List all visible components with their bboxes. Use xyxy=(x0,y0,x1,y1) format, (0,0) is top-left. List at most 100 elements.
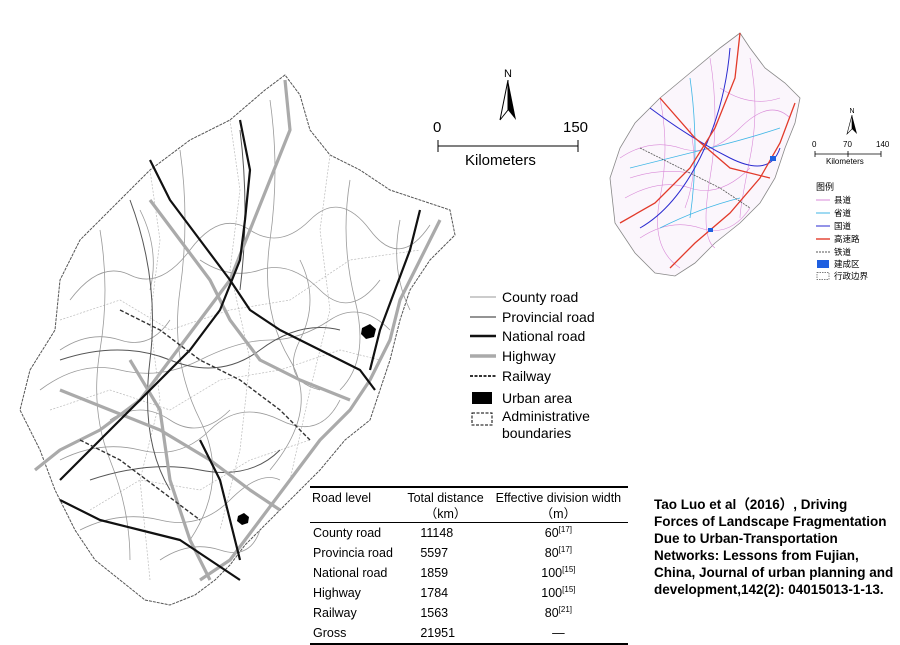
cell-road-level: Gross xyxy=(310,623,403,645)
cell-distance: 1784 xyxy=(420,586,449,600)
inset-province-boundary xyxy=(609,32,801,277)
inset-scale-unit: Kilometers xyxy=(826,157,864,166)
north-label: N xyxy=(504,68,512,80)
inset-legend-label: 建成区 xyxy=(834,259,860,269)
inset-legend-title: 图例 xyxy=(816,182,835,192)
inset-legend-label: 高速路 xyxy=(834,234,860,244)
inset-north-label: N xyxy=(849,108,855,115)
inset-legend-provincial: 省道 xyxy=(816,207,851,219)
cell-width: 80[17] xyxy=(489,543,628,563)
inset-urban-xiamen xyxy=(708,228,713,232)
table-header-unit-row: （km） （m） xyxy=(310,506,628,523)
inset-legend-label: 省道 xyxy=(834,208,852,218)
cell-width: — xyxy=(488,623,628,645)
header-total-distance: Total distance xyxy=(402,486,489,506)
inset-legend-national: 国道 xyxy=(816,220,851,232)
scale-bar xyxy=(437,140,579,152)
provincial-road-symbol xyxy=(470,310,496,324)
width-value: 60 xyxy=(544,526,559,541)
cell-width: 100[15] xyxy=(489,583,628,603)
inset-legend-highway: 高速路 xyxy=(816,233,860,245)
inset-admin-symbol xyxy=(816,272,830,280)
reference-mark: [15] xyxy=(562,585,576,595)
inset-legend-urban: 建成区 xyxy=(816,258,860,270)
header-road-level-unit xyxy=(310,506,403,523)
legend-railway: Railway xyxy=(470,365,551,387)
legend-label: National road xyxy=(502,328,586,344)
legend-admin-boundaries: Administrative boundaries xyxy=(470,408,590,444)
width-value: — xyxy=(552,626,565,641)
inset-county-road-symbol xyxy=(816,196,830,204)
cell-distance: 1563 xyxy=(420,606,449,620)
legend-highway: Highway xyxy=(470,345,556,367)
inset-highway-symbol xyxy=(816,235,830,243)
legend-national-road: National road xyxy=(470,325,585,347)
header-road-level: Road level xyxy=(310,486,403,506)
inset-scale-max: 140 xyxy=(876,140,890,149)
width-value: 100 xyxy=(541,566,563,581)
admin-boundary-symbol xyxy=(470,412,496,426)
legend-label: Urban area xyxy=(502,390,573,406)
cell-road-level: Provincia road xyxy=(313,546,393,560)
header-effective-width: Effective division width xyxy=(488,486,628,506)
citation-text: Tao Luo et al（2016）, Driving Forces of L… xyxy=(654,497,894,597)
cell-width: 60[17] xyxy=(489,523,628,544)
railway-symbol xyxy=(470,369,496,383)
scale-unit: Kilometers xyxy=(465,152,536,169)
inset-legend-label: 铁道 xyxy=(834,247,852,257)
cell-road-level: County road xyxy=(313,526,382,540)
table-row: Railway 1563 80[21] xyxy=(310,603,628,623)
inset-urban-symbol xyxy=(816,260,830,268)
legend-provincial-road: Provincial road xyxy=(470,306,595,328)
inset-legend-county: 县道 xyxy=(816,194,851,206)
inset-scale-mid: 70 xyxy=(843,140,852,149)
table-row: National road 1859 100[15] xyxy=(310,563,628,583)
inset-road-map xyxy=(609,32,801,277)
table-row: Gross 21951 — xyxy=(310,623,628,645)
cell-distance: 1859 xyxy=(420,566,449,580)
province-boundary xyxy=(19,74,456,606)
national-road-symbol xyxy=(470,329,496,343)
legend-county-road: County road xyxy=(470,286,578,308)
scale-zero: 0 xyxy=(433,119,442,136)
reference-mark: [17] xyxy=(558,545,572,555)
legend-label: Administrative xyxy=(502,408,590,424)
reference-mark: [21] xyxy=(558,605,572,615)
urban-area-xiamen xyxy=(237,513,249,525)
cell-distance: 5597 xyxy=(420,546,449,560)
inset-scale-bar xyxy=(814,151,882,157)
width-value: 100 xyxy=(541,586,563,601)
inset-provincial-road-symbol xyxy=(816,209,830,217)
inset-urban-fuzhou xyxy=(770,156,776,161)
inset-legend-label: 国道 xyxy=(834,221,852,231)
north-arrow-icon xyxy=(499,79,516,121)
cell-road-level: Highway xyxy=(313,586,361,600)
highway-symbol xyxy=(470,349,496,363)
cell-width: 100[15] xyxy=(489,563,628,583)
width-value: 80 xyxy=(544,606,559,621)
inset-national-road-symbol xyxy=(816,222,830,230)
road-statistics-table: Road level Total distance Effective divi… xyxy=(310,486,628,645)
inset-legend-railway: 铁道 xyxy=(816,246,851,258)
inset-scale-zero: 0 xyxy=(812,140,817,149)
inset-legend-label: 县道 xyxy=(834,195,852,205)
cell-road-level: National road xyxy=(313,566,388,580)
fujian-road-map xyxy=(19,74,456,606)
header-width-unit: （m） xyxy=(488,506,628,523)
table-row: Provincia road 5597 80[17] xyxy=(310,543,628,563)
inset-legend-label: 行政边界 xyxy=(834,271,869,281)
inset-north-arrow: N xyxy=(846,108,858,140)
county-road-symbol xyxy=(470,290,496,304)
legend-urban-area: Urban area xyxy=(470,387,572,409)
cell-width: 80[21] xyxy=(489,603,628,623)
inset-legend-admin: 行政边界 xyxy=(816,270,868,282)
table-row: County road 11148 60[17] xyxy=(310,523,628,544)
legend-label: Highway xyxy=(502,348,556,364)
urban-area-fuzhou xyxy=(361,324,376,339)
legend-label: Railway xyxy=(502,368,552,384)
inset-railway-symbol xyxy=(816,248,830,256)
header-distance-unit: （km） xyxy=(402,506,489,523)
legend-label: Provincial road xyxy=(502,309,595,325)
cell-road-level: Railway xyxy=(313,606,357,620)
scale-max: 150 xyxy=(563,119,589,136)
